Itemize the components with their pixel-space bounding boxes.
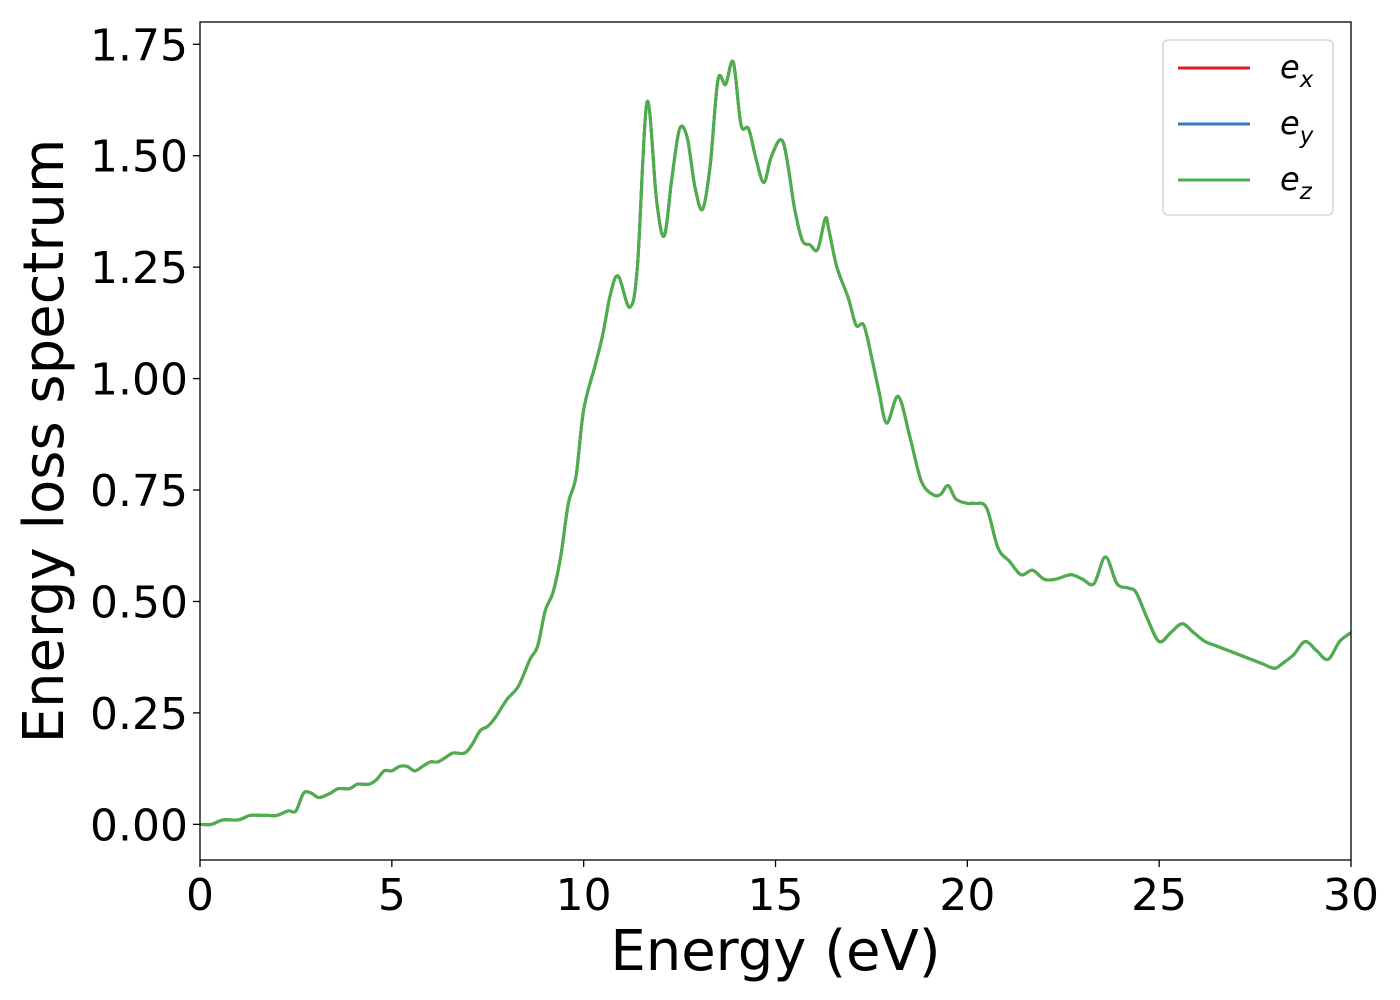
x-tick-label: 15: [748, 870, 804, 921]
y-axis: 0.00 0.25 0.50 0.75 1.00 1.25 1.50 1.75: [90, 20, 200, 851]
y-tick-label: 1.50: [90, 132, 188, 183]
y-tick-label: 1.00: [90, 355, 188, 406]
y-tick-label: 0.25: [90, 689, 188, 740]
legend-label-base: e: [1280, 160, 1300, 198]
series-line-z: [200, 59, 1351, 827]
legend-label-subscript: x: [1299, 67, 1314, 93]
legend-label-z: ez: [1280, 160, 1313, 205]
y-tick-label: 1.25: [90, 243, 188, 294]
legend-label-base: e: [1280, 48, 1300, 86]
x-tick-label: 25: [1131, 870, 1187, 921]
legend-box: [1162, 39, 1334, 216]
y-axis-title: Energy loss spectrum: [12, 139, 77, 744]
x-axis: 0 5 10 15 20 25 30: [186, 860, 1379, 921]
y-tick-label: 0.75: [90, 466, 188, 517]
x-axis-title: Energy (eV): [610, 919, 940, 984]
x-tick-label: 10: [556, 870, 612, 921]
legend-label-y: ey: [1280, 104, 1314, 149]
x-tick-label: 0: [186, 870, 214, 921]
y-tick-label: 1.75: [90, 20, 188, 71]
legend-label-subscript: y: [1299, 123, 1314, 149]
legend-label-x: ex: [1280, 48, 1314, 93]
y-tick-label: 0.00: [90, 800, 188, 851]
series-layer: [200, 59, 1351, 827]
x-tick-label: 20: [939, 870, 995, 921]
y-tick-label: 0.50: [90, 577, 188, 628]
x-tick-label: 30: [1323, 870, 1379, 921]
legend-label-base: e: [1280, 104, 1300, 142]
x-tick-label: 5: [378, 870, 406, 921]
legend-label-subscript: z: [1299, 179, 1313, 205]
